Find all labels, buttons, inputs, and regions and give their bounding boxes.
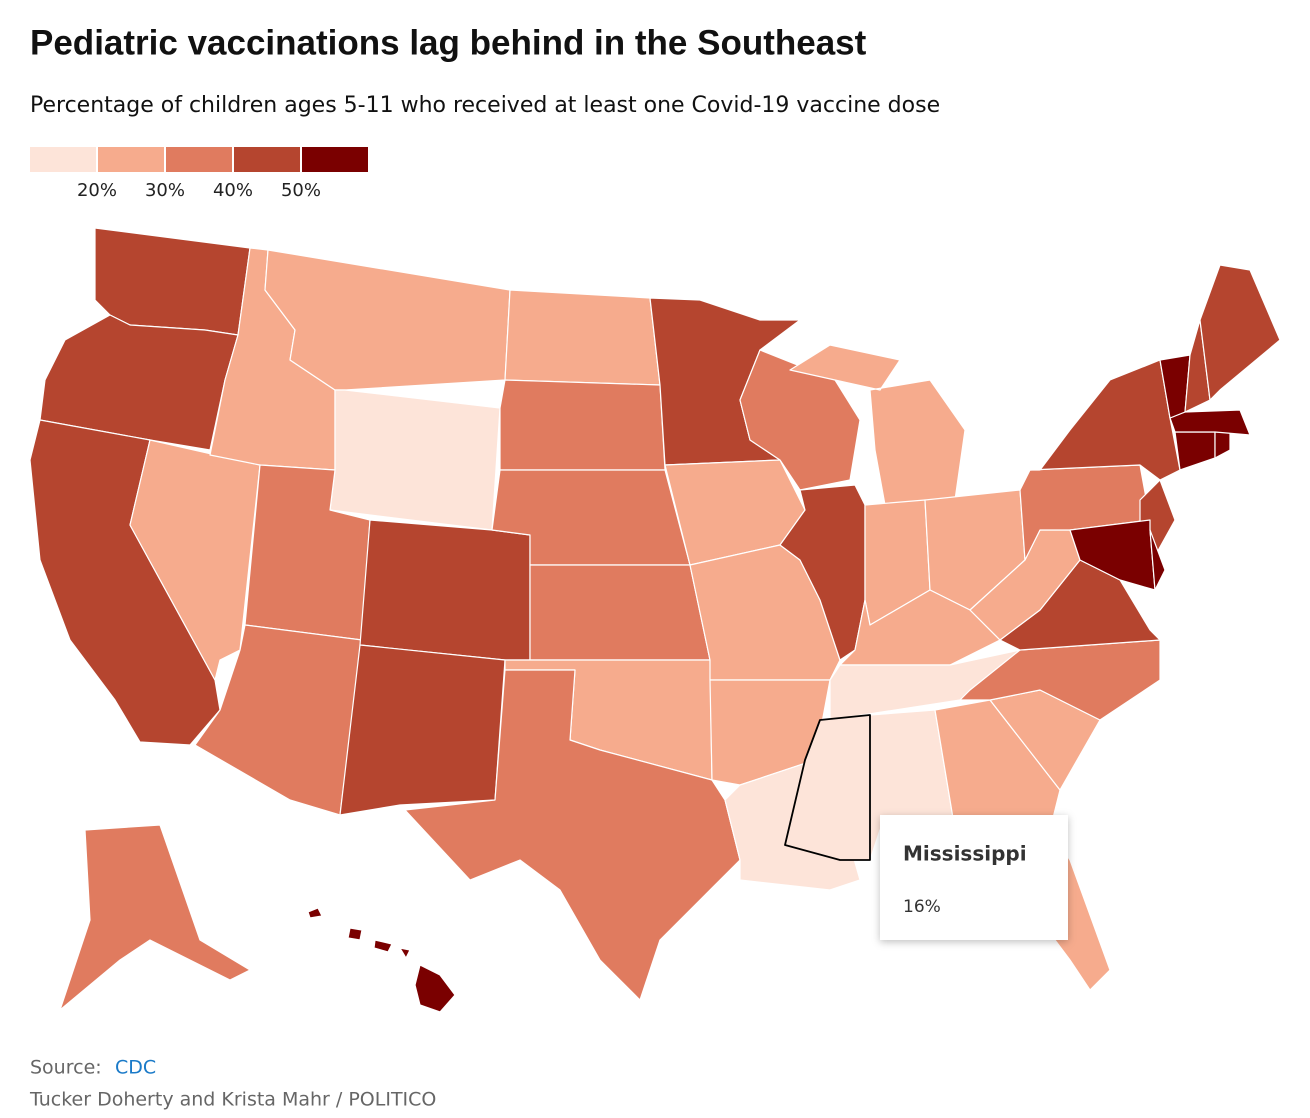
legend: 20% 30% 40% 50% bbox=[30, 147, 368, 201]
legend-swatch bbox=[234, 147, 300, 172]
map bbox=[29, 227, 1281, 1013]
title: Pediatric vaccinations lag behind in the… bbox=[30, 23, 867, 62]
source-label: Source: bbox=[30, 1057, 102, 1079]
state bbox=[359, 519, 531, 661]
credit: Tucker Doherty and Krista Mahr / POLITIC… bbox=[29, 1089, 436, 1111]
legend-swatch bbox=[30, 147, 96, 172]
state bbox=[1029, 359, 1181, 481]
legend-swatch bbox=[302, 147, 368, 172]
tooltip-box bbox=[880, 815, 1068, 940]
state bbox=[1199, 264, 1281, 401]
legend-swatch bbox=[98, 147, 164, 172]
legend-swatch bbox=[166, 147, 232, 172]
legend-tick-label: 50% bbox=[281, 180, 321, 201]
state bbox=[1214, 431, 1231, 459]
state bbox=[934, 699, 1061, 831]
state bbox=[1149, 529, 1166, 591]
state bbox=[1174, 431, 1216, 471]
legend-tick-label: 30% bbox=[145, 180, 185, 201]
tooltip-value: 16% bbox=[903, 897, 941, 917]
state bbox=[39, 314, 239, 451]
state bbox=[307, 907, 456, 1013]
state bbox=[784, 714, 871, 861]
state bbox=[339, 644, 506, 816]
legend-tick-label: 20% bbox=[77, 180, 117, 201]
subtitle: Percentage of children ages 5-11 who rec… bbox=[30, 93, 940, 118]
legend-tick-label: 40% bbox=[213, 180, 253, 201]
state bbox=[404, 669, 741, 1001]
state bbox=[779, 484, 866, 661]
state bbox=[504, 289, 661, 386]
state bbox=[499, 379, 666, 471]
state bbox=[529, 564, 711, 661]
tooltip: Mississippi 16% bbox=[880, 815, 1068, 940]
source-link[interactable]: CDC bbox=[115, 1057, 156, 1079]
state bbox=[329, 389, 501, 531]
state bbox=[59, 824, 251, 1011]
tooltip-title: Mississippi bbox=[903, 842, 1027, 866]
